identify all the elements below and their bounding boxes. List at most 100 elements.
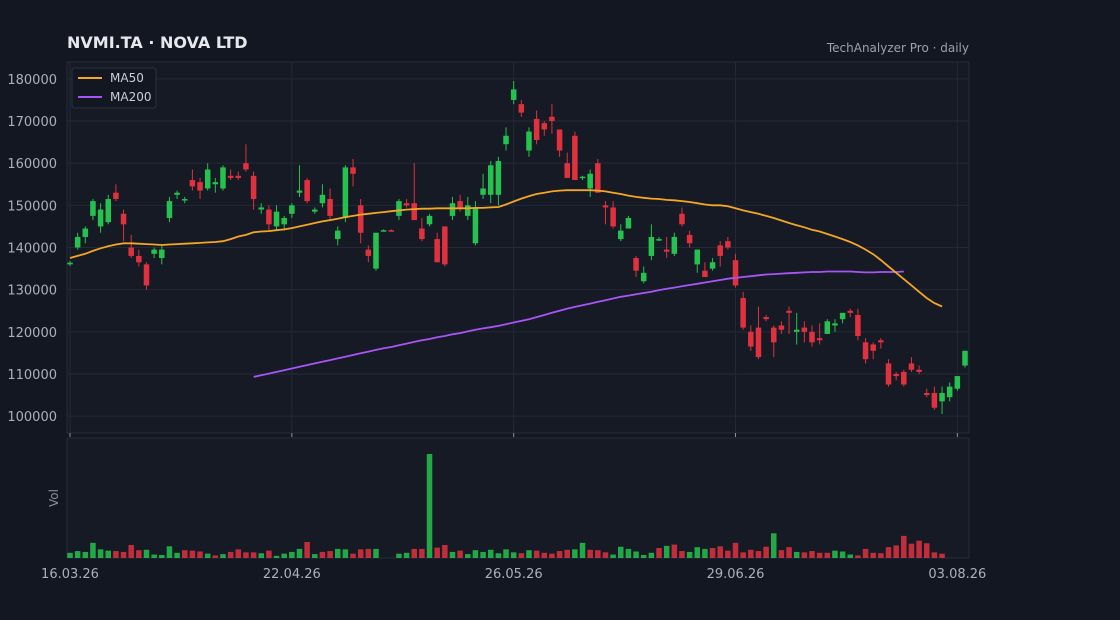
candle-body <box>671 236 678 254</box>
volume-bar <box>878 553 884 558</box>
candle-body <box>518 104 525 113</box>
volume-bar <box>679 551 685 558</box>
volume-bar <box>602 552 609 558</box>
volume-bar <box>181 550 188 558</box>
candle-body <box>916 369 922 372</box>
candle-body <box>717 245 723 256</box>
candle-body <box>403 203 410 206</box>
y-tick-label: 110000 <box>7 368 57 383</box>
volume-bar <box>564 549 570 558</box>
volume-bar <box>663 545 670 558</box>
volume-bar <box>319 551 326 558</box>
volume-bar <box>174 552 180 558</box>
candle-body <box>885 363 892 385</box>
candle-body <box>235 175 242 178</box>
volume-bar <box>725 550 731 558</box>
volume-bar <box>442 545 448 558</box>
volume-bar <box>885 547 892 558</box>
candle-body <box>533 118 540 140</box>
candle-body <box>801 327 808 332</box>
volume-bar <box>449 551 456 558</box>
x-tick-label: 22.04.26 <box>263 567 321 582</box>
candle-body <box>304 180 310 202</box>
volume-bar <box>212 555 219 558</box>
candle-body <box>878 340 884 343</box>
volume-bar <box>105 550 112 558</box>
legend-ma50-label: MA50 <box>110 71 144 85</box>
volume-bar <box>702 548 708 558</box>
volume-bar <box>90 542 96 558</box>
candle-body <box>166 201 173 218</box>
volume-bar <box>159 554 165 558</box>
volume-bar <box>166 546 173 558</box>
candle-body <box>962 350 968 366</box>
candle-body <box>281 217 287 225</box>
candle-body <box>289 205 295 214</box>
candle-body <box>487 165 494 195</box>
volume-bar <box>403 552 410 558</box>
volume-bar <box>510 552 517 558</box>
candle-body <box>702 270 708 278</box>
candlesticks <box>67 80 968 415</box>
candle-body <box>113 192 119 200</box>
candle-body <box>793 329 800 332</box>
candle-body <box>656 239 662 241</box>
volume-bar <box>778 550 785 558</box>
volume-bar <box>258 553 264 558</box>
candle-body <box>893 373 899 377</box>
volume-bar <box>923 543 930 558</box>
candle-body <box>189 180 196 187</box>
volume-bar <box>426 454 433 558</box>
volume-bar <box>832 550 838 558</box>
candle-body <box>442 226 448 265</box>
volume-bar <box>480 551 486 558</box>
volume-bar <box>648 552 655 558</box>
volume-bar <box>793 551 800 558</box>
volume-bar <box>113 551 119 558</box>
y-tick-label: 180000 <box>7 73 57 88</box>
candle-body <box>82 228 89 237</box>
candle-body <box>159 249 165 259</box>
volume-bar <box>136 550 142 558</box>
volume-bar <box>327 551 333 558</box>
volume-bar <box>618 546 624 558</box>
candle-body <box>74 236 81 248</box>
candle-body <box>763 317 769 320</box>
candle-body <box>816 338 823 341</box>
candle-body <box>839 312 846 320</box>
volume-bar <box>572 549 578 558</box>
ma200-line <box>253 270 904 378</box>
candle-body <box>862 342 869 360</box>
candle-body <box>327 199 333 216</box>
volume-bar <box>396 553 402 558</box>
volume-bar <box>717 546 723 558</box>
volume-bar <box>549 553 555 558</box>
candle-body <box>227 175 234 178</box>
volume-bar <box>281 553 287 558</box>
candle-body <box>686 234 693 244</box>
ma50-line <box>69 189 943 308</box>
candle-body <box>143 264 150 286</box>
candle-body <box>824 321 831 334</box>
candle-body <box>633 258 639 271</box>
brand-label: TechAnalyzer Pro · daily <box>826 41 969 55</box>
grid-lines <box>67 62 969 437</box>
volume-bar <box>816 552 823 558</box>
candle-body <box>755 327 762 358</box>
volume-bar <box>656 548 662 558</box>
candle-body <box>174 192 180 195</box>
candle-body <box>732 260 739 286</box>
candle-body <box>334 230 341 240</box>
volume-bar <box>526 550 532 558</box>
candle-body <box>908 363 915 370</box>
volume-bar <box>289 551 295 558</box>
candle-body <box>350 167 356 174</box>
volume-bar <box>273 555 280 558</box>
candle-body <box>197 182 203 191</box>
volume-bar <box>625 548 632 558</box>
volume-bar <box>855 555 861 558</box>
volume-bar <box>694 547 701 558</box>
candle-body <box>449 203 456 216</box>
candle-body <box>679 213 685 225</box>
